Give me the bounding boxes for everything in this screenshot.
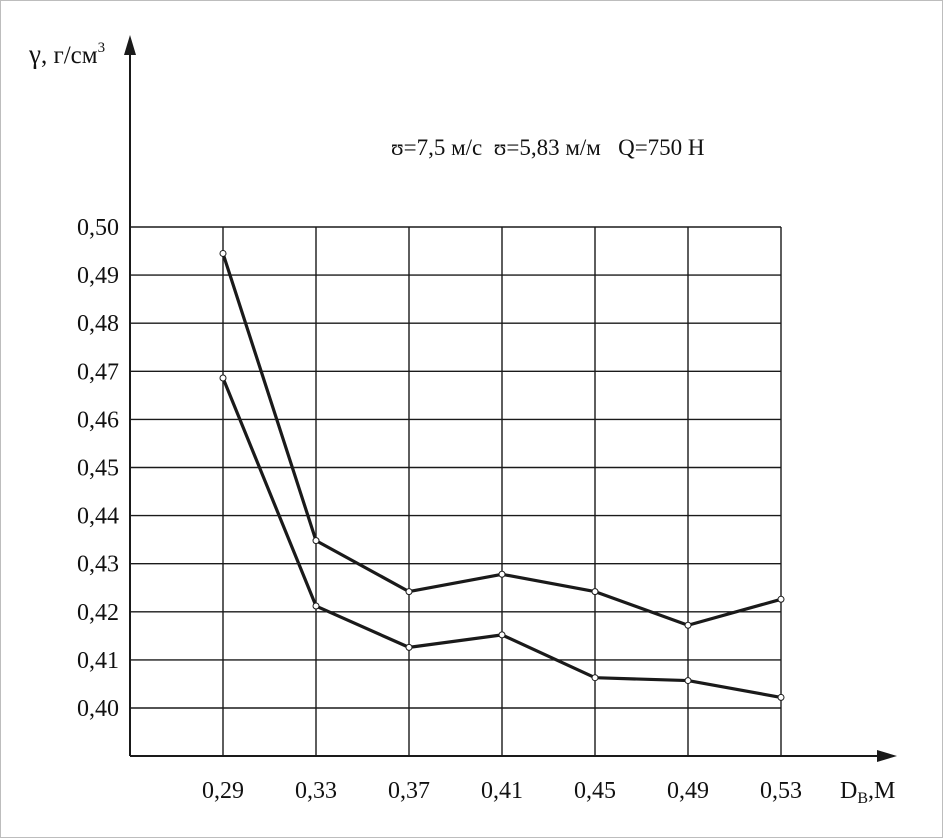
data-point [591, 588, 599, 596]
y-tick-label: 0,47 [77, 359, 119, 385]
x-tick-label: 0,33 [295, 778, 337, 804]
x-axis-title: DВ,М [840, 778, 895, 807]
y-axis-symbol: γ [28, 39, 41, 69]
y-axis-arrow [124, 35, 136, 55]
grid [130, 226, 782, 756]
y-tick-label: 0,49 [77, 263, 119, 289]
data-point [405, 643, 413, 651]
series [219, 249, 785, 701]
axes [124, 35, 897, 762]
data-point [777, 693, 785, 701]
data-point [498, 631, 506, 639]
y-tick-label: 0,45 [77, 456, 119, 482]
x-tick-label: 0,37 [388, 778, 430, 804]
y-axis-unit: , г/см [41, 42, 98, 69]
data-point [405, 588, 413, 596]
x-tick-label: 0,49 [667, 778, 709, 804]
y-tick-label: 0,48 [77, 311, 119, 337]
y-tick-label: 0,44 [77, 504, 119, 530]
y-tick-label: 0,41 [77, 648, 119, 674]
y-tick-label: 0,40 [77, 696, 119, 722]
y-axis-exponent: 3 [98, 40, 106, 56]
chart-annotation: ʊ=7,5 м/с ʊ=5,83 м/м Q=750 Н [391, 135, 705, 160]
data-point [219, 374, 227, 382]
x-tick-label: 0,29 [202, 778, 244, 804]
tick-labels: 0,40 0,41 0,42 0,43 0,44 0,45 0,46 0,47 0,48 0,49… [77, 215, 802, 804]
data-point [498, 570, 506, 578]
x-tick-label: 0,45 [574, 778, 616, 804]
x-axis-unit: ,М [868, 778, 895, 804]
y-axis-title: γ, г/см3 [28, 39, 105, 69]
x-axis-subscript: В [857, 790, 868, 807]
data-point [684, 677, 692, 685]
data-point [684, 621, 692, 629]
x-axis-symbol: D [840, 778, 857, 804]
y-tick-label: 0,50 [77, 215, 119, 241]
data-point [591, 674, 599, 682]
data-point [312, 537, 320, 545]
y-tick-label: 0,43 [77, 552, 119, 578]
data-point [312, 602, 320, 610]
x-axis-arrow [877, 750, 897, 762]
x-tick-label: 0,41 [481, 778, 523, 804]
y-tick-label: 0,46 [77, 407, 119, 433]
data-point [219, 249, 227, 257]
data-point [777, 595, 785, 603]
y-tick-label: 0,42 [77, 600, 119, 626]
x-tick-label: 0,53 [760, 778, 802, 804]
